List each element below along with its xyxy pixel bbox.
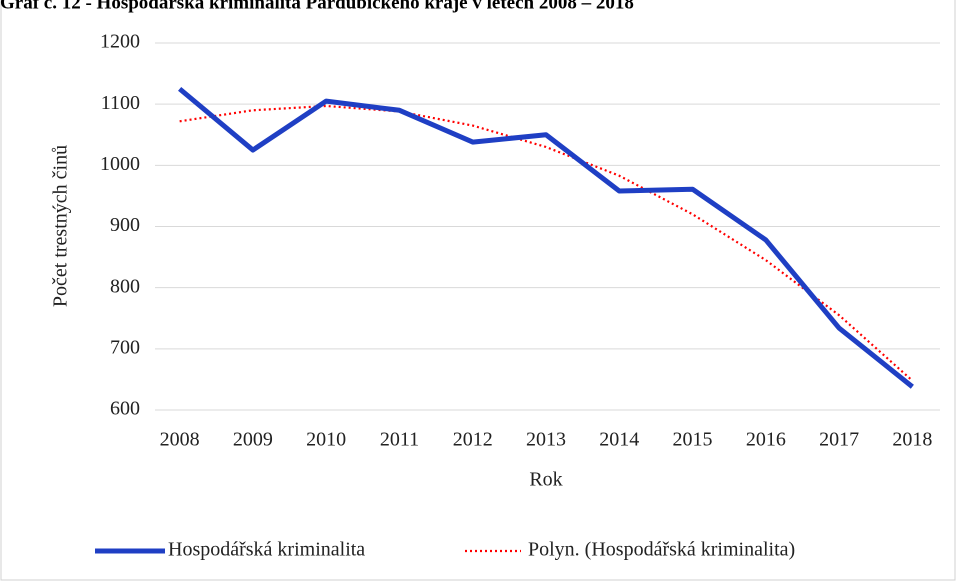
series-line: [179, 104, 914, 382]
x-tick-label: 2016: [746, 429, 786, 451]
x-tick-label: 2014: [599, 429, 639, 451]
x-tick-label: 2018: [892, 429, 932, 451]
y-tick-label: 1000: [100, 153, 140, 175]
y-tick-label: 600: [110, 398, 140, 420]
series-line: [178, 86, 914, 389]
x-tick-label: 2010: [306, 429, 346, 451]
y-tick-label: 700: [110, 336, 140, 358]
x-axis-label: Rok: [529, 469, 562, 491]
legend-label: Hospodářská kriminalita: [168, 539, 365, 561]
y-axis-label: Počet trestných činů: [50, 145, 72, 307]
x-tick-label: 2011: [380, 429, 419, 451]
y-tick-label: 1100: [101, 92, 140, 114]
y-tick-label: 1200: [100, 31, 140, 53]
x-tick-label: 2013: [526, 429, 566, 451]
x-tick-label: 2009: [233, 429, 273, 451]
x-tick-label: 2012: [453, 429, 493, 451]
x-tick-label: 2008: [160, 429, 200, 451]
chart-title: Graf č. 12 - Hospodářská kriminalita Par…: [0, 0, 634, 13]
x-tick-label: 2015: [673, 429, 713, 451]
x-tick-label: 2017: [819, 429, 859, 451]
legend-label: Polyn. (Hospodářská kriminalita): [528, 539, 795, 561]
y-tick-label: 800: [110, 275, 140, 297]
y-tick-label: 900: [110, 214, 140, 236]
